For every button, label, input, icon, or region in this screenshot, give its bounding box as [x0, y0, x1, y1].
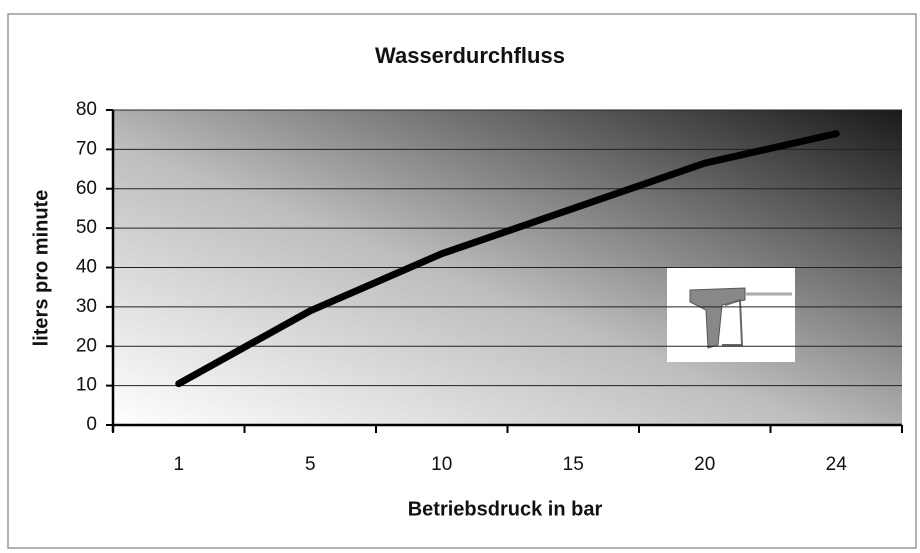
x-tick-label: 24: [826, 454, 848, 475]
y-axis-title: liters pro minute: [30, 190, 52, 347]
x-tick-label: 1: [173, 454, 184, 475]
nozzle-image: [667, 267, 795, 362]
x-tick-label: 15: [563, 454, 584, 475]
x-tick-label: 5: [305, 454, 316, 475]
chart: Wasserdurchfluss Betriebsdruck in bar li…: [0, 0, 920, 553]
y-tick-label: 30: [76, 296, 97, 317]
y-tick-label: 70: [76, 138, 97, 159]
image-box: [667, 267, 795, 362]
y-tick-label: 20: [76, 335, 97, 356]
y-tick-label: 10: [76, 375, 97, 396]
x-axis-title: Betriebsdruck in bar: [408, 498, 603, 520]
chart-title: Wasserdurchfluss: [375, 43, 565, 68]
y-tick-label: 50: [76, 217, 97, 238]
y-tick-label: 80: [76, 99, 97, 120]
y-tick-label: 40: [76, 257, 97, 278]
x-tick-label: 20: [694, 454, 715, 475]
y-tick-label: 0: [86, 414, 97, 435]
x-tick-label: 10: [431, 454, 452, 475]
y-tick-label: 60: [76, 178, 97, 199]
